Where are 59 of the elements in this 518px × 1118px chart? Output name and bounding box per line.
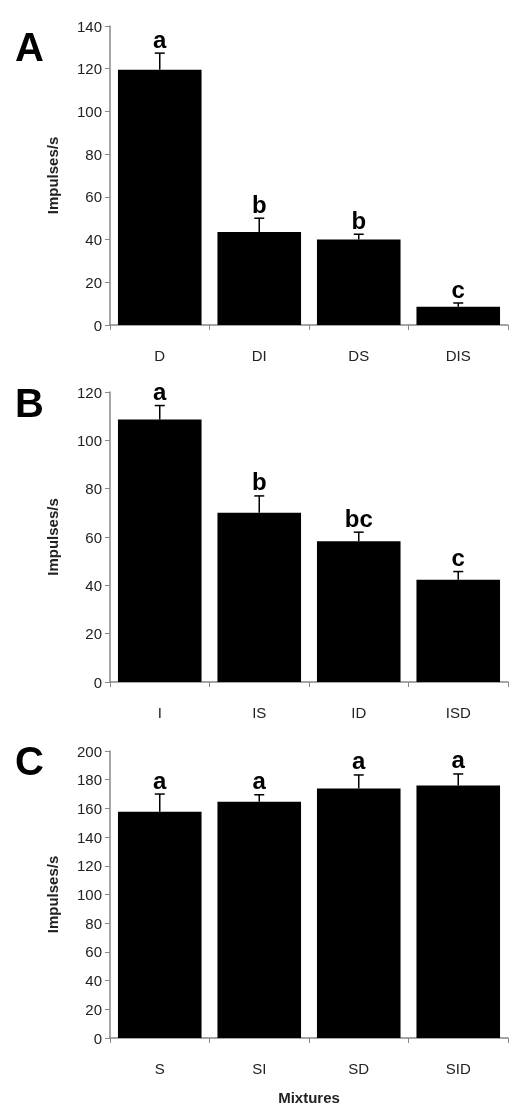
x-tick-label: IS — [252, 704, 267, 721]
annotation: a — [153, 378, 168, 406]
annotation: c — [451, 544, 465, 572]
y-tick-label: 40 — [85, 576, 102, 594]
x-tick-label: S — [154, 1060, 165, 1077]
y-axis-title: Impulses/s — [44, 855, 61, 934]
y-tick-label: 120 — [76, 857, 102, 875]
x-tick-label: ID — [351, 704, 367, 721]
annotation: b — [351, 206, 367, 234]
y-tick-label: 40 — [85, 972, 102, 990]
x-tick-label: DS — [348, 347, 370, 364]
annotation: a — [252, 767, 267, 795]
y-tick-label: 140 — [76, 828, 102, 846]
y-tick-label: 160 — [76, 799, 102, 817]
annotation: a — [153, 25, 168, 53]
annotation: b — [251, 190, 267, 218]
y-tick-label: 80 — [85, 480, 102, 498]
annotation: c — [451, 275, 465, 303]
y-tick-label: 120 — [76, 60, 102, 78]
y-tick-label: 100 — [76, 431, 102, 449]
bar — [316, 239, 401, 325]
y-tick-label: 20 — [85, 625, 102, 643]
x-tick-label: I — [157, 704, 162, 721]
y-tick-label: 60 — [85, 528, 102, 546]
y-tick-label: 80 — [85, 145, 102, 163]
y-tick-label: 80 — [85, 914, 102, 932]
y-axis-title: Impulses/s — [44, 498, 61, 576]
y-axis-title: Impulses/s — [44, 136, 61, 215]
x-tick-label: ISD — [445, 704, 471, 721]
y-tick-label: 140 — [76, 17, 102, 35]
x-axis-title: Mixtures — [278, 1089, 340, 1106]
x-tick-label: SID — [445, 1060, 471, 1077]
y-tick-label: 100 — [76, 886, 102, 903]
x-tick-label: DI — [251, 347, 267, 364]
y-tick-label: 180 — [76, 771, 102, 789]
chart-title: A — [15, 25, 44, 69]
bar — [416, 306, 501, 325]
x-tick-label: D — [154, 347, 166, 364]
y-tick-label: 40 — [85, 231, 102, 249]
annotation: a — [352, 747, 367, 775]
annotation: a — [451, 746, 466, 774]
y-tick-label: 20 — [85, 1000, 102, 1018]
x-tick-label: SD — [348, 1060, 370, 1077]
x-tick-label: SI — [252, 1060, 267, 1077]
y-tick-label: 0 — [93, 673, 102, 691]
y-tick-label: 0 — [93, 316, 102, 334]
chart-title: B — [15, 381, 44, 425]
chart-title: C — [15, 739, 44, 783]
y-tick-label: 100 — [76, 102, 102, 120]
y-tick-label: 60 — [85, 188, 102, 206]
y-tick-label: 20 — [85, 273, 102, 291]
y-tick-label: 200 — [76, 742, 102, 760]
x-tick-label: DIS — [445, 347, 471, 364]
y-tick-label: 0 — [93, 1029, 102, 1047]
annotation: b — [251, 468, 267, 496]
y-tick-label: 120 — [76, 383, 102, 401]
annotation: bc — [344, 504, 373, 532]
annotation: a — [153, 766, 168, 794]
y-tick-label: 60 — [85, 943, 102, 961]
